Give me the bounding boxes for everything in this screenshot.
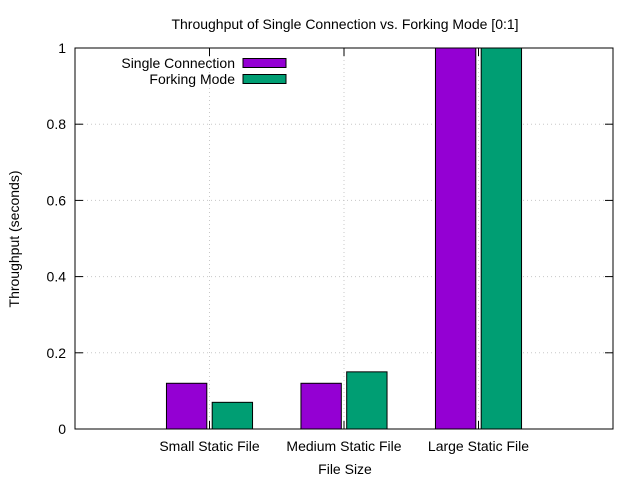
legend-label: Single Connection	[121, 55, 235, 71]
y-tick-label: 0.6	[47, 192, 67, 208]
y-tick-label: 0.4	[47, 269, 67, 285]
x-axis-ticks: Small Static File Medium Static File Large…	[159, 48, 529, 454]
bar-single-connection	[300, 382, 342, 430]
x-axis-label: File Size	[318, 461, 372, 477]
bar-forking-mode	[346, 371, 388, 430]
legend-swatch	[242, 58, 287, 68]
bar-forking-mode	[211, 401, 254, 430]
bar-single-connection	[434, 47, 477, 430]
x-tick-label: Medium Static File	[286, 438, 401, 454]
x-tick-label: Large Static File	[428, 438, 529, 454]
y-tick-label: 0.8	[47, 116, 67, 132]
grid	[75, 48, 613, 429]
legend-swatch	[242, 74, 287, 84]
chart-title: Throughput of Single Connection vs. Fork…	[171, 16, 518, 32]
bar-forking-mode	[480, 47, 523, 430]
bar-single-connection	[165, 382, 208, 430]
y-tick-label: 0	[58, 421, 66, 437]
y-axis-ticks: 0 0.2 0.4 0.6 0.8 1	[47, 40, 613, 437]
y-tick-label: 1	[58, 40, 66, 56]
y-tick-label: 0.2	[47, 345, 67, 361]
y-axis-label: Throughput (seconds)	[6, 171, 22, 308]
legend-label: Forking Mode	[149, 71, 235, 87]
x-tick-label: Small Static File	[159, 438, 260, 454]
